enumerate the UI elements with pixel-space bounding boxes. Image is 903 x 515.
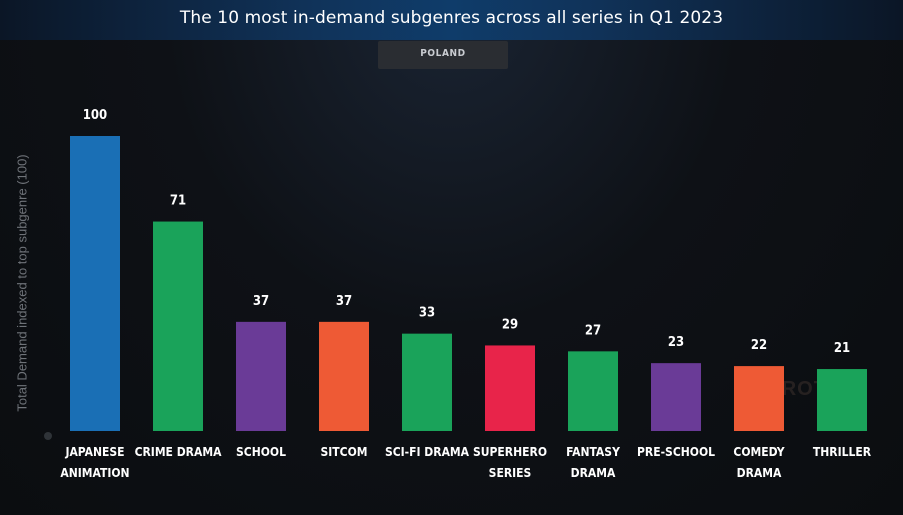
data-label: 33 — [419, 306, 435, 321]
bar-crime-drama — [153, 221, 203, 431]
x-tick-label: THRILLER — [813, 445, 872, 459]
x-tick-label: ANIMATION — [60, 466, 129, 480]
title-bar — [0, 0, 903, 40]
data-label: 29 — [502, 317, 518, 332]
chart-title: The 10 most in-demand subgenres across a… — [179, 8, 724, 28]
x-tick-label: CRIME DRAMA — [135, 445, 223, 459]
x-tick-label: SUPERHERO — [473, 445, 547, 459]
bar-japanese-animation — [70, 136, 120, 431]
x-tick-label: DRAMA — [571, 466, 616, 480]
x-tick-label: SERIES — [489, 466, 532, 480]
bar-school — [236, 321, 286, 431]
data-label: 22 — [751, 338, 767, 353]
x-tick-label: SCHOOL — [236, 445, 286, 459]
data-label: 100 — [83, 108, 107, 123]
bar-sitcom — [319, 321, 369, 431]
data-label: 37 — [253, 294, 269, 309]
bar-fantasy-drama — [568, 351, 618, 431]
x-tick-label: SITCOM — [321, 445, 368, 459]
data-label: 37 — [336, 294, 352, 309]
data-label: 21 — [834, 341, 850, 356]
x-tick-label: JAPANESE — [64, 445, 124, 459]
data-label: 23 — [668, 335, 684, 350]
bar-comedy-drama — [734, 366, 784, 431]
bar-superhero-series — [485, 345, 535, 431]
bar-sci-fi-drama — [402, 333, 452, 431]
bar-thriller — [817, 369, 867, 431]
data-label: 27 — [585, 323, 601, 338]
data-label: 71 — [170, 194, 186, 209]
bar-pre-school — [651, 363, 701, 431]
x-tick-label: FANTASY — [566, 445, 620, 459]
x-tick-label: PRE-SCHOOL — [637, 445, 715, 459]
x-tick-label: DRAMA — [737, 466, 782, 480]
country-badge: POLAND — [378, 41, 508, 69]
x-tick-label: COMEDY — [733, 445, 784, 459]
x-tick-label: SCI-FI DRAMA — [385, 445, 470, 459]
axis-origin-dot — [44, 432, 52, 440]
